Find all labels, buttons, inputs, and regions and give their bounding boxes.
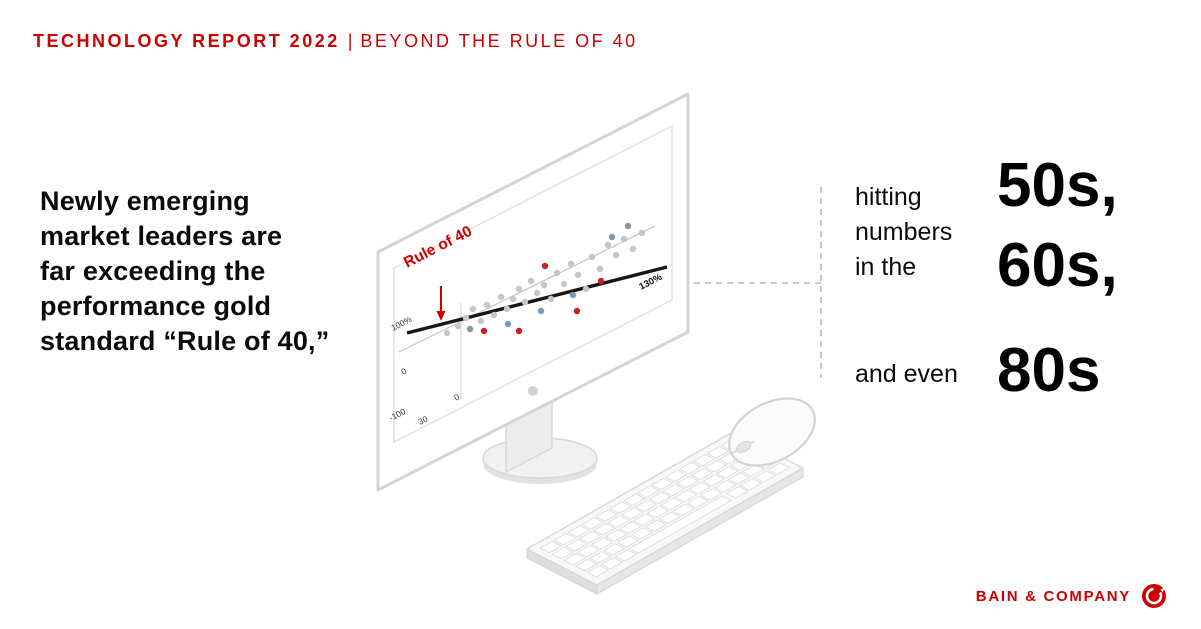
headline-line: far exceeding the bbox=[40, 256, 266, 286]
callout-value-50s: 50s, bbox=[997, 151, 1118, 220]
webcam-dot bbox=[528, 386, 538, 396]
chart-dots bbox=[443, 222, 646, 337]
headline: Newly emerging market leaders are far ex… bbox=[40, 184, 329, 359]
mouse bbox=[728, 397, 816, 467]
callout-connector: and even bbox=[855, 360, 958, 388]
axis-label-zero-x: 0 bbox=[452, 392, 461, 403]
callout-value-60s: 60s, bbox=[997, 231, 1118, 300]
axis-label-30: 30 bbox=[416, 413, 429, 426]
report-header: TECHNOLOGY REPORT 2022 | BEYOND THE RULE O… bbox=[33, 31, 638, 52]
mouse-scroll-wheel bbox=[735, 441, 752, 453]
keyboard bbox=[526, 431, 804, 595]
callout-value-80s: 80s bbox=[997, 336, 1101, 405]
headline-line: standard “Rule of 40,” bbox=[40, 326, 330, 356]
monitor-illustration: Rule of 40 100% 0 -100 30 0 130% bbox=[376, 92, 822, 595]
headline-line: Newly emerging bbox=[40, 186, 250, 216]
headline-line: performance gold bbox=[40, 291, 272, 321]
brand-name: BAIN & COMPANY bbox=[975, 587, 1131, 605]
header-divider: | bbox=[347, 31, 353, 51]
headline-line: market leaders are bbox=[40, 221, 283, 251]
connector-dashes bbox=[694, 187, 822, 378]
keyboard-keys bbox=[539, 438, 791, 578]
bain-logo-icon bbox=[1142, 584, 1166, 608]
callout-lead: hitting numbers in the bbox=[855, 180, 952, 285]
report-subtitle: BEYOND THE RULE OF 40 bbox=[360, 31, 638, 51]
axis-label-zero-y: 0 bbox=[399, 366, 408, 377]
callout-lead-line: numbers bbox=[855, 218, 953, 246]
callout-lead-line: in the bbox=[855, 253, 917, 281]
rule-of-40-line bbox=[406, 265, 668, 335]
monitor-screen bbox=[393, 124, 673, 444]
chart-trend-line bbox=[398, 225, 656, 353]
callout-lead-line: hitting bbox=[855, 183, 922, 211]
brand-footer: BAIN & COMPANY bbox=[976, 583, 1167, 609]
rule-of-40-arrow bbox=[436, 286, 446, 321]
report-title: TECHNOLOGY REPORT 2022 bbox=[33, 31, 340, 51]
